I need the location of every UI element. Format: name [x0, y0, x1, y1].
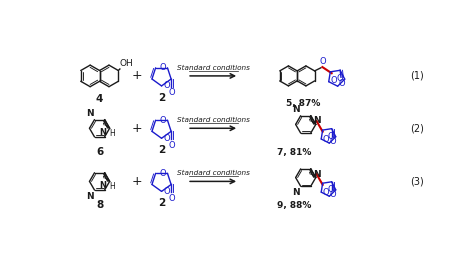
- Text: O: O: [159, 169, 166, 178]
- Text: O: O: [163, 187, 170, 196]
- Text: O: O: [169, 88, 175, 97]
- Text: O: O: [329, 190, 336, 199]
- Text: O: O: [338, 79, 345, 88]
- Text: O: O: [159, 116, 166, 125]
- Text: O: O: [329, 137, 336, 146]
- Text: +: +: [131, 69, 142, 82]
- Text: O: O: [159, 63, 166, 72]
- Text: N: N: [100, 128, 107, 137]
- Text: 6: 6: [96, 147, 103, 157]
- Text: O: O: [337, 74, 343, 83]
- Text: O: O: [163, 82, 170, 90]
- Text: 7, 81%: 7, 81%: [277, 148, 311, 156]
- Text: O: O: [323, 188, 329, 197]
- Text: 2: 2: [158, 93, 165, 103]
- Text: OH: OH: [120, 59, 134, 68]
- Text: 9, 88%: 9, 88%: [277, 201, 311, 210]
- Text: 8: 8: [96, 200, 103, 210]
- Text: +: +: [131, 122, 142, 135]
- Text: Standard conditions: Standard conditions: [177, 170, 249, 176]
- Text: O: O: [163, 134, 170, 143]
- Text: 2: 2: [158, 198, 165, 208]
- Text: H: H: [109, 129, 115, 138]
- Text: H: H: [109, 182, 115, 191]
- Text: Standard conditions: Standard conditions: [177, 117, 249, 123]
- Text: O: O: [319, 57, 326, 66]
- Text: N: N: [86, 192, 94, 201]
- Text: 4: 4: [96, 94, 103, 104]
- Text: O: O: [169, 194, 175, 203]
- Text: N: N: [292, 105, 300, 114]
- Text: O: O: [323, 135, 329, 144]
- Text: Standard conditions: Standard conditions: [177, 65, 249, 71]
- Text: (1): (1): [410, 71, 424, 81]
- Text: N: N: [292, 188, 300, 197]
- Text: N: N: [86, 109, 94, 118]
- Text: (3): (3): [410, 176, 424, 186]
- Text: N: N: [100, 181, 107, 190]
- Text: O: O: [330, 76, 337, 85]
- Text: +: +: [131, 175, 142, 188]
- Text: O: O: [328, 132, 334, 141]
- Text: (2): (2): [410, 123, 424, 133]
- Text: O: O: [169, 141, 175, 150]
- Text: N: N: [313, 116, 321, 125]
- Text: N: N: [313, 169, 321, 179]
- Text: 5, 87%: 5, 87%: [286, 99, 320, 108]
- Text: O: O: [328, 185, 334, 194]
- Text: 2: 2: [158, 145, 165, 155]
